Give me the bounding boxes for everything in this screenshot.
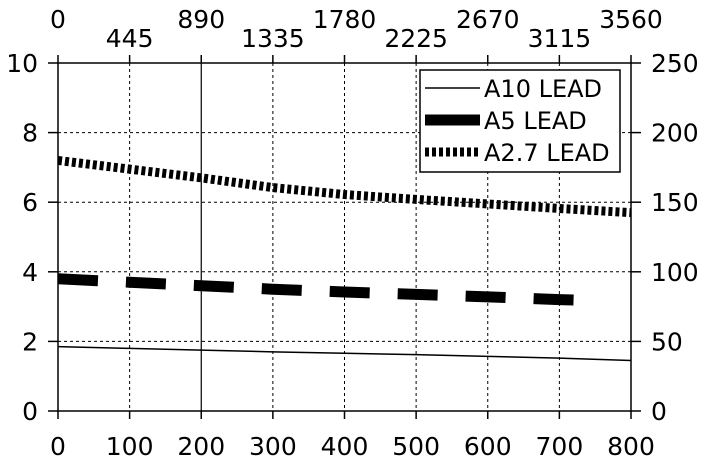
y-right-tick-label: 250: [651, 49, 699, 78]
legend-label-2: A2.7 LEAD: [484, 139, 610, 167]
y-left-tick-label: 10: [6, 49, 38, 78]
y-right-tick-label: 0: [651, 397, 667, 426]
y-left-tick-label: 8: [22, 119, 38, 148]
series-line-0: [57, 345, 632, 362]
x-bottom-tick-label: 400: [321, 432, 369, 461]
y-left-tick-label: 0: [22, 397, 38, 426]
x-bottom-tick-label: 500: [392, 432, 440, 461]
x-top-tick-label: 2225: [384, 24, 448, 53]
x-bottom-tick-label: 100: [106, 432, 154, 461]
x-top-tick-label: 445: [106, 24, 154, 53]
y-right-tick-label: 200: [651, 119, 699, 148]
x-bottom-tick-label: 0: [50, 432, 66, 461]
y-right-tick-label: 50: [651, 327, 683, 356]
x-top-tick-label: 890: [177, 5, 225, 34]
series-line-1: [57, 273, 596, 307]
legend-label-1: A5 LEAD: [484, 107, 587, 135]
y-right-tick-label: 100: [651, 258, 699, 287]
y-right-tick-label: 150: [651, 188, 699, 217]
y-left-tick-label: 2: [22, 327, 38, 356]
x-bottom-tick-label: 700: [536, 432, 584, 461]
x-bottom-tick-label: 300: [249, 432, 297, 461]
legend-label-0: A10 LEAD: [484, 75, 602, 103]
x-top-tick-label: 1780: [313, 5, 377, 34]
x-bottom-tick-label: 800: [607, 432, 655, 461]
x-bottom-tick-label: 600: [464, 432, 512, 461]
y-left-tick-label: 4: [22, 258, 38, 287]
x-top-tick-label: 1335: [241, 24, 305, 53]
x-top-tick-label: 3115: [528, 24, 592, 53]
x-top-tick-label: 2670: [456, 5, 520, 34]
series-line-2: [57, 155, 632, 218]
x-bottom-tick-label: 200: [177, 432, 225, 461]
y-left-tick-label: 6: [22, 188, 38, 217]
x-top-tick-label: 3560: [599, 5, 663, 34]
x-top-tick-label: 0: [50, 5, 66, 34]
